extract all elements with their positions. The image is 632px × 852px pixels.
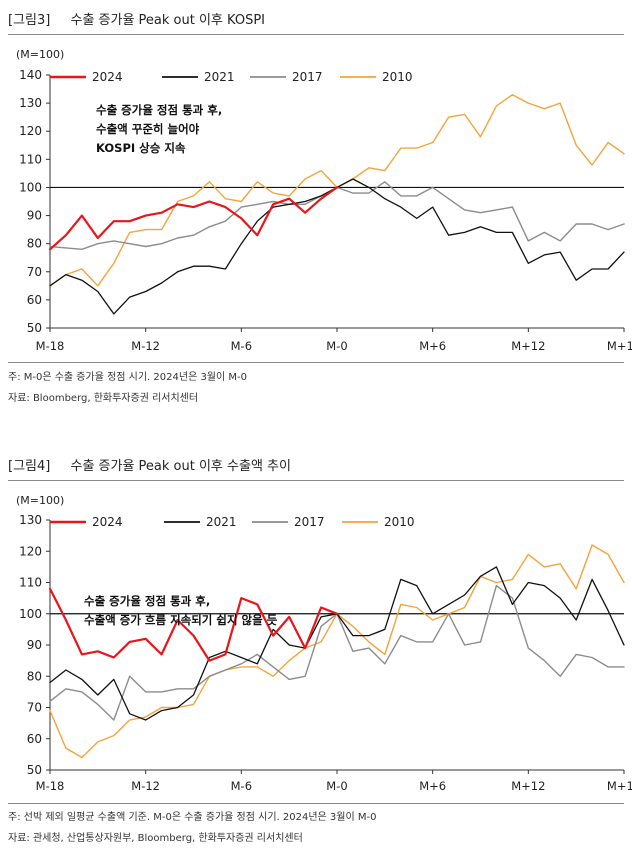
c4-x-tick-label: M-12 — [131, 779, 160, 793]
figure-3: [그림3] 수출 증가율 Peak out 이후 KOSPI (M=100) 50… — [0, 0, 632, 412]
c3-annotation-line: KOSPI 상승 지속 — [96, 141, 186, 155]
figure-3-tag: [그림3] — [8, 13, 51, 28]
c3-series-2021-line — [49, 178, 625, 315]
c4-y-tick-label: 100 — [19, 607, 42, 621]
c3-x-tick-label: M-6 — [231, 339, 252, 353]
c4-x-tick-label: M+18 — [607, 779, 632, 793]
c4-series-2021-line — [49, 566, 625, 721]
figure-4-source: 자료: 관세청, 산업통상자원부, Bloomberg, 한화투자증권 리서치센… — [8, 833, 303, 844]
c3-legend-label-2021: 2021 — [204, 70, 235, 84]
c4-legend-label-2010: 2010 — [384, 515, 415, 529]
c4-y-tick-label: 110 — [19, 576, 42, 590]
c3-x-tick-label: M+12 — [511, 339, 545, 353]
c4-y-tick-label: 70 — [27, 701, 42, 715]
c3-y-tick-label: 50 — [27, 321, 42, 335]
c3-y-tick-label: 110 — [19, 152, 42, 166]
c3-y-tick-label: 100 — [19, 180, 42, 194]
c3-annotation-line: 수출액 꾸준히 늘어야 — [96, 122, 200, 136]
c4-y-axis-label: (M=100) — [16, 494, 64, 507]
c4-x-tick-label: M+12 — [511, 779, 545, 793]
c3-x-tick-label: M-18 — [36, 339, 65, 353]
c3-y-tick-label: 140 — [19, 68, 42, 82]
figure-3-source: 자료: Bloomberg, 한화투자증권 리서치센터 — [8, 393, 199, 404]
c3-legend-label-2017: 2017 — [292, 70, 323, 84]
c3-y-axis-label: (M=100) — [16, 48, 64, 61]
c4-x-tick-label: M-6 — [231, 779, 252, 793]
c4-y-tick-label: 120 — [19, 544, 42, 558]
figure-3-title: 수출 증가율 Peak out 이후 KOSPI — [70, 13, 265, 28]
c3-y-tick-label: 60 — [27, 293, 42, 307]
c3-y-tick-label: 90 — [27, 209, 42, 223]
c3-annotation-line: 수출 증가율 정점 통과 후, — [96, 103, 222, 117]
c3-y-tick-label: 80 — [27, 237, 42, 251]
c4-legend-label-2021: 2021 — [206, 515, 237, 529]
figure-4-title: 수출 증가율 Peak out 이후 수출액 추이 — [70, 459, 291, 474]
c3-y-tick-label: 120 — [19, 124, 42, 138]
c3-legend-label-2024: 2024 — [92, 70, 123, 84]
c3-y-tick-label: 130 — [19, 96, 42, 110]
figure-3-note: 주: M-0은 수출 증가율 정점 시기. 2024년은 3월이 M-0 — [8, 372, 247, 383]
c4-y-tick-label: 60 — [27, 732, 42, 746]
figure-4-header: [그림4] 수출 증가율 Peak out 이후 수출액 추이 — [8, 454, 624, 481]
c4-legend-label-2024: 2024 — [92, 515, 123, 529]
c4-x-tick-label: M-18 — [36, 779, 65, 793]
c4-y-tick-label: 130 — [19, 513, 42, 527]
figure-3-chart: (M=100) 50 60 70 80 90 100 110 120 130 140 M-18 M-12… — [16, 48, 632, 353]
figure-4-chart: (M=100) 50 60 70 80 90 100 110 120 130 M-18 M-12 M-6… — [16, 494, 632, 793]
figure-4-footer-divider — [8, 803, 624, 804]
c3-x-tick-label: M+6 — [419, 339, 446, 353]
c3-x-tick-label: M-12 — [131, 339, 160, 353]
c3-x-tick-label: M+18 — [607, 339, 632, 353]
c4-series-2024-line — [48, 587, 339, 662]
figure-3-footer-divider — [8, 362, 624, 363]
c3-series-2017-line — [49, 181, 625, 251]
c4-x-tick-label: M+6 — [419, 779, 446, 793]
c3-y-tick-label: 70 — [27, 265, 42, 279]
c4-annotation-line: 수출액 증가 흐름 지속되기 쉽지 않을 듯 — [84, 613, 278, 627]
c4-series-2010-line — [49, 544, 625, 759]
c4-annotation-line: 수출 증가율 정점 통과 후, — [84, 594, 210, 608]
c3-series-2024-line — [48, 186, 339, 251]
figure-4-note: 주: 선박 제외 일평균 수출액 기준. M-0은 수출 증가율 정점 시기. … — [8, 812, 377, 823]
c4-y-tick-label: 50 — [27, 763, 42, 777]
figure-3-header: [그림3] 수출 증가율 Peak out 이후 KOSPI — [8, 8, 624, 35]
c4-y-tick-label: 90 — [27, 638, 42, 652]
c3-x-tick-label: M-0 — [326, 339, 347, 353]
figure-4-tag: [그림4] — [8, 459, 51, 474]
c4-legend-label-2017: 2017 — [294, 515, 325, 529]
figure-4: [그림4] 수출 증가율 Peak out 이후 수출액 추이 (M=100) 5… — [0, 448, 632, 852]
c3-legend-label-2010: 2010 — [382, 70, 413, 84]
c4-x-tick-label: M-0 — [326, 779, 347, 793]
c4-y-tick-label: 80 — [27, 669, 42, 683]
